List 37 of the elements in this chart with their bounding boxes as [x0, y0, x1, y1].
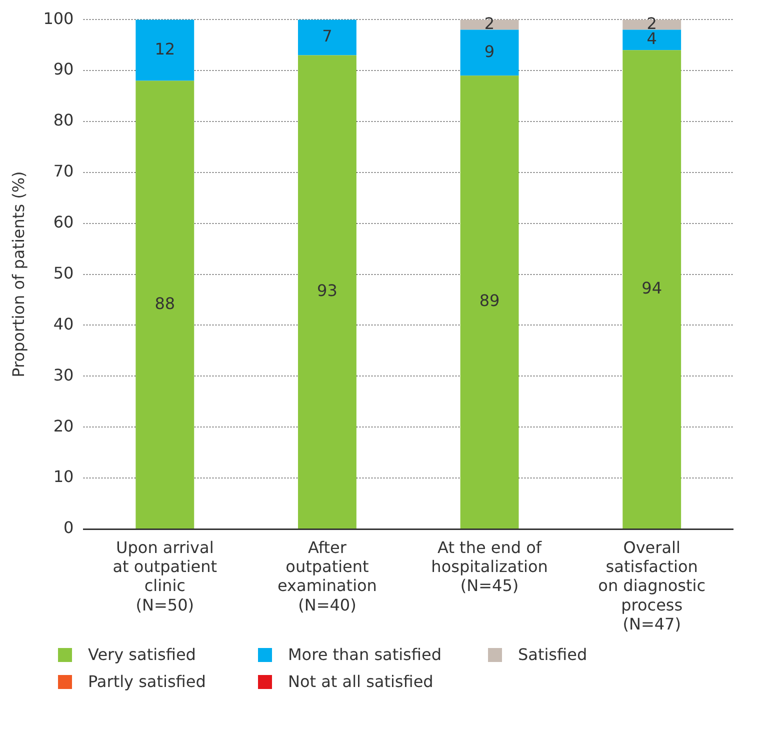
bar	[622, 50, 682, 528]
y-tick-label: 70	[53, 162, 74, 181]
bar	[622, 30, 682, 50]
data-label: 7	[322, 26, 332, 46]
y-tick-label: 30	[53, 365, 74, 384]
legend-label: Partly satisfied	[88, 672, 206, 691]
data-label: 12	[154, 39, 176, 58]
y-tick-label: 20	[53, 416, 74, 436]
x-tick-label: Overall satisfaction on diagnostic process (N=47)	[598, 538, 706, 634]
y-axis-title: Proportion of patients (%)	[8, 171, 28, 378]
bar	[136, 80, 194, 528]
y-tick-label: 90	[53, 60, 74, 79]
data-label: 9	[484, 42, 495, 61]
y-tick-label: 50	[53, 263, 74, 282]
data-label: 94	[642, 278, 662, 298]
data-label: 2	[484, 14, 495, 33]
legend-label: Not at all satisfied	[288, 672, 434, 691]
bar	[298, 20, 356, 56]
bar	[460, 30, 519, 76]
data-label: 93	[317, 281, 338, 300]
data-label: 89	[479, 291, 500, 310]
y-tick-label: 80	[53, 110, 74, 130]
y-tick-label: 40	[53, 314, 74, 334]
y-tick-label: 0	[64, 518, 74, 538]
legend-label: More than satisfied	[288, 645, 442, 664]
bar	[136, 20, 194, 81]
y-tick-label: 10	[53, 467, 74, 486]
bar	[460, 76, 519, 528]
legend-label: Satisfied	[518, 645, 588, 664]
y-tick-label: 60	[53, 212, 74, 232]
data-label: 88	[154, 294, 176, 313]
x-tick-label: Upon arrival at outpatient clinic (N=50)	[112, 538, 218, 614]
y-tick-label: 100	[43, 8, 74, 28]
x-tick-label: After outpatient examination (N=40)	[277, 538, 377, 614]
legend-label: Very satisfied	[88, 645, 196, 664]
bar	[298, 55, 356, 528]
x-tick-label: At the end of hospitalization (N=45)	[431, 538, 548, 596]
